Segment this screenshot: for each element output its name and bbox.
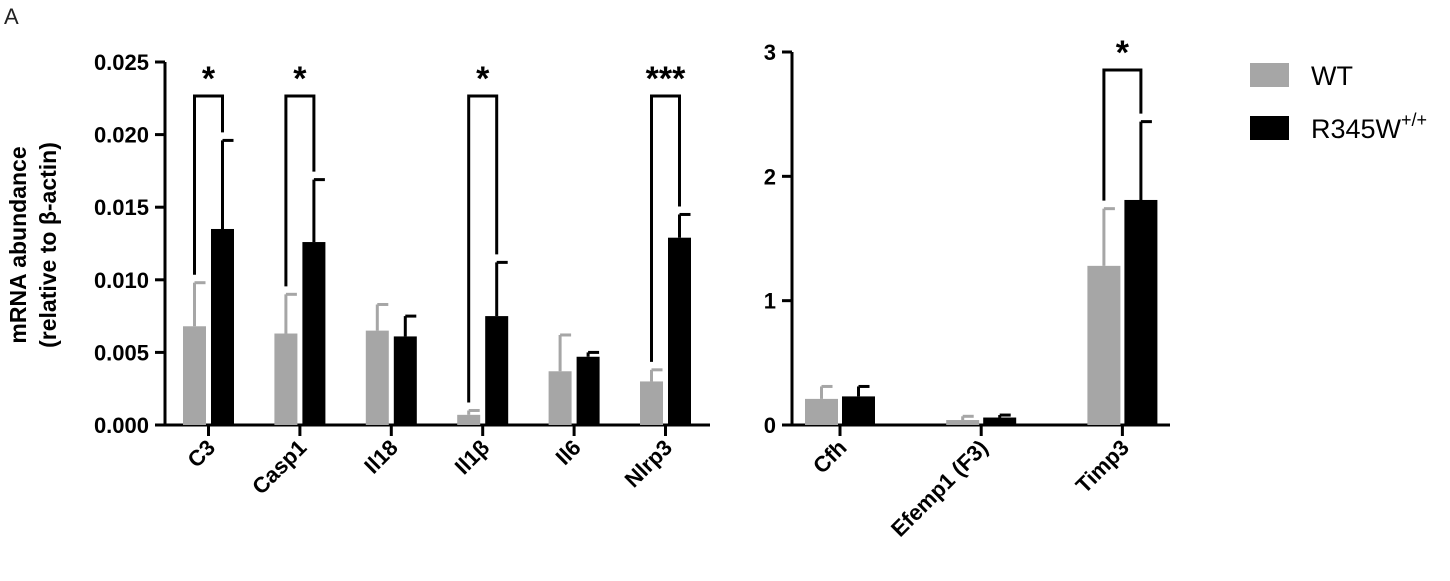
legend-label-wt: WT: [1311, 61, 1353, 91]
y-tick-label: 2: [764, 164, 776, 189]
panel-label: A: [4, 4, 19, 29]
y-tick-label: 0.015: [94, 195, 149, 220]
significance-label-c3: *: [202, 60, 216, 98]
legend: WT R345W+/+: [1250, 61, 1427, 144]
bar-wt-c3: [183, 326, 206, 425]
y-tick-label: 0.005: [94, 340, 149, 365]
y-axis-title-line1: mRNA abundance: [5, 146, 31, 343]
bar-wt-nlrp3: [640, 381, 663, 425]
x-tick-label-il18: Il18: [359, 435, 403, 479]
bar-r345w-casp1: [302, 242, 326, 425]
bar-wt-efemp1-f3: [946, 420, 980, 425]
y-tick-label: 0.020: [94, 123, 149, 148]
y-tick-label: 0: [764, 413, 776, 438]
x-tick-label-cfh: Cfh: [808, 435, 852, 479]
significance-label-casp1: *: [293, 60, 307, 98]
bar-wt-casp1: [274, 333, 298, 425]
y-tick-label: 3: [764, 40, 776, 65]
significance-bracket-c3: [193, 94, 224, 275]
bar-r345w-il6: [576, 356, 600, 425]
legend-label-r345w-sup: +/+: [1401, 110, 1427, 130]
bar-r345w-il18: [393, 336, 417, 425]
y-tick-label: 0.000: [94, 413, 149, 438]
x-tick-label-c3: C3: [182, 435, 220, 473]
legend-label-r345w: R345W+/+: [1311, 110, 1427, 144]
y-tick-label: 0.025: [94, 50, 149, 75]
bar-r345w-il1: [485, 316, 509, 425]
bar-wt-cfh: [805, 398, 838, 425]
x-tick-label-il1: Il1β: [450, 435, 494, 479]
x-tick-label-nlrp3: Nlrp3: [620, 435, 677, 492]
x-tick-label-timp3: Timp3: [1071, 435, 1134, 498]
legend-swatch-wt: [1250, 63, 1289, 87]
bar-r345w-cfh: [842, 396, 875, 425]
significance-label-il1: *: [476, 60, 490, 98]
y-axis-title-line2: (relative to β-actin): [35, 142, 61, 348]
significance-bracket-nlrp3: [650, 94, 681, 362]
significance-bracket-timp3: [1102, 68, 1143, 201]
significance-label-nlrp3: ***: [646, 60, 686, 98]
bar-r345w-nlrp3: [668, 237, 691, 425]
legend-label-r345w-main: R345W: [1311, 114, 1402, 144]
significance-bracket-casp1: [284, 94, 316, 287]
x-tick-label-casp1: Casp1: [247, 435, 311, 499]
x-tick-label-il6: Il6: [551, 435, 586, 470]
bar-r345w-c3: [211, 228, 234, 425]
bar-r345w-timp3: [1124, 199, 1158, 425]
bar-wt-il1: [457, 414, 481, 425]
y-tick-label: 1: [764, 289, 776, 314]
legend-swatch-r345w: [1250, 116, 1289, 140]
significance-label-timp3: *: [1116, 34, 1130, 72]
bar-r345w-efemp1-f3: [983, 417, 1017, 425]
bar-wt-il18: [365, 330, 389, 425]
x-tick-label-efemp1-f3: Efemp1 (F3): [886, 435, 993, 542]
significance-bracket-il1: [467, 94, 499, 403]
y-tick-label: 0.010: [94, 268, 149, 293]
bar-wt-il6: [548, 371, 572, 425]
bar-wt-timp3: [1087, 265, 1121, 425]
right-bar-chart: 0 1 2 3 Cfh Efemp1 (F3) Timp3 *: [764, 34, 1170, 542]
left-bar-chart: mRNA abundance (relative to β-actin) 0.0…: [5, 50, 710, 499]
